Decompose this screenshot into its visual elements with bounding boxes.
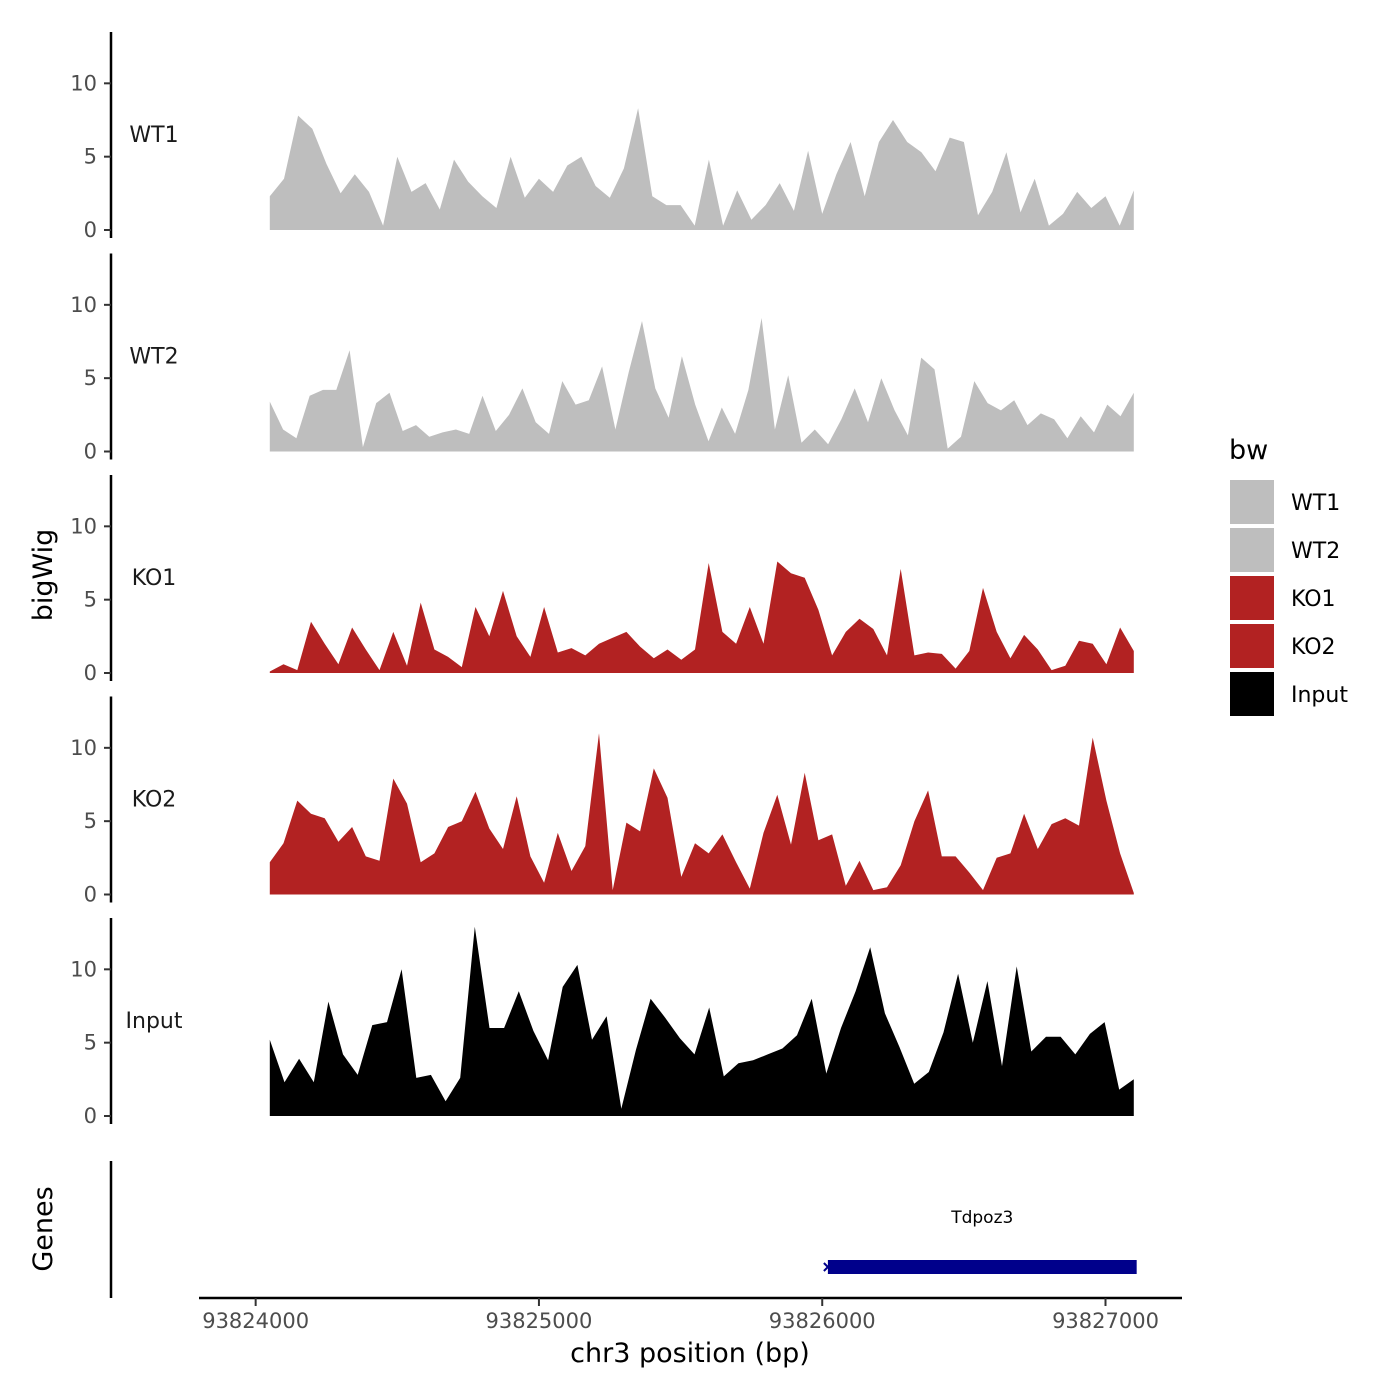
y-tick-label: 5	[84, 588, 97, 612]
x-tick-label: 93825000	[485, 1309, 592, 1333]
track-ko1: 0 5 10 KO1	[70, 475, 1134, 685]
y-tick-label: 0	[84, 440, 97, 464]
coverage-area-wt2	[269, 318, 1134, 452]
track-ko2: 0 5 10 KO2	[70, 696, 1134, 907]
legend-label: WT2	[1291, 539, 1340, 564]
track-input: 0 5 10 Input	[70, 918, 1134, 1128]
track-label: Input	[126, 1009, 183, 1034]
legend-key-wt1	[1230, 480, 1274, 524]
x-axis: 93824000 93825000 93826000 93827000	[199, 1296, 1182, 1333]
y-tick-label: 5	[84, 366, 97, 390]
y-axis-title: bigWig	[28, 529, 59, 622]
gene-label: Tdpoz3	[950, 1208, 1013, 1228]
y-tick-label: 5	[84, 1031, 97, 1055]
y-tick-label: 5	[84, 809, 97, 833]
y-tick-label: 0	[84, 883, 97, 907]
track-wt2: 0 5 10 WT2	[70, 253, 1134, 464]
legend-key-ko1	[1230, 576, 1274, 620]
x-tick-label: 93824000	[202, 1309, 309, 1333]
coverage-area-input	[269, 926, 1134, 1116]
y-tick-label: 0	[84, 218, 97, 242]
y-tick-label: 10	[70, 293, 97, 317]
legend-label: KO2	[1291, 635, 1336, 660]
y-tick-label: 0	[84, 1104, 97, 1128]
legend: bw WT1 WT2 KO1 KO2 Input	[1229, 435, 1348, 716]
genes-panel: Genes Tdpoz3	[28, 1161, 1137, 1298]
bigwig-tracks: 0 5 10 WT1 0 5 10 WT2 0 5 10 KO1 0 5 10 KO2 0 5 10 Input	[70, 32, 1134, 1128]
legend-key-ko2	[1230, 624, 1274, 668]
y-tick-label: 10	[70, 71, 97, 95]
coverage-area-ko2	[269, 733, 1134, 895]
gene-strand-mark	[823, 1262, 833, 1272]
legend-title: bw	[1229, 435, 1268, 466]
track-wt1: 0 5 10 WT1	[70, 32, 1134, 242]
x-tick-label: 93826000	[769, 1309, 876, 1333]
legend-label: KO1	[1291, 587, 1336, 612]
track-label: WT1	[129, 123, 178, 148]
y-tick-label: 10	[70, 514, 97, 538]
legend-key-input	[1230, 672, 1274, 716]
legend-label: Input	[1291, 683, 1348, 708]
x-tick-label: 93827000	[1052, 1309, 1159, 1333]
genes-axis-title: Genes	[28, 1186, 59, 1271]
coverage-area-ko1	[269, 561, 1134, 673]
coverage-area-wt1	[269, 108, 1134, 230]
gene-body	[827, 1260, 1137, 1274]
y-tick-label: 10	[70, 736, 97, 760]
legend-key-wt2	[1230, 528, 1274, 572]
x-axis-title: chr3 position (bp)	[570, 1338, 810, 1369]
y-tick-label: 5	[84, 145, 97, 169]
gene-models: Tdpoz3	[823, 1208, 1137, 1274]
y-tick-label: 10	[70, 957, 97, 981]
track-label: KO1	[132, 566, 177, 591]
y-tick-label: 0	[84, 661, 97, 685]
track-label: KO2	[132, 788, 177, 813]
legend-label: WT1	[1291, 491, 1340, 516]
track-label: WT2	[129, 345, 178, 370]
